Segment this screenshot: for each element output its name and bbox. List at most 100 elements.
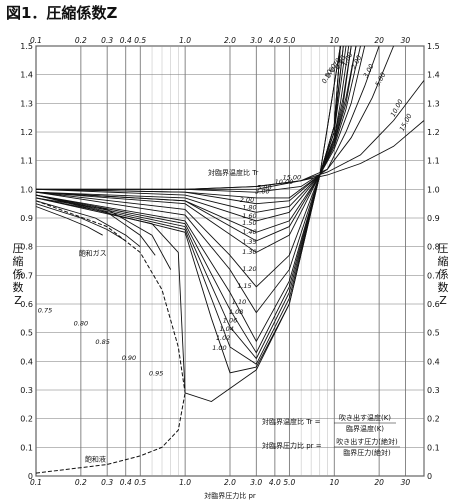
curve-label: 1.10: [232, 298, 246, 306]
curve-label: 2.00: [240, 196, 254, 204]
y-tick-label-right: 1.1: [427, 157, 440, 166]
x-tick-label-bottom: 5.0: [283, 478, 295, 487]
x-tick-label-top: 2.0: [224, 36, 236, 45]
x-tick-label-bottom: 4.0: [269, 478, 281, 487]
y-tick-label-right: 0.2: [427, 415, 440, 424]
y-tick-label-left: 0.9: [20, 214, 33, 223]
x-tick-label-bottom: 0.2: [75, 478, 87, 487]
saturated-gas-label: 飽和ガス: [79, 248, 107, 257]
y-axis-label-right-char: 数: [438, 281, 449, 294]
tr-ratio-label: 対臨界温度比 Tr: [208, 168, 258, 177]
x-tick-label-top: 5.0: [283, 36, 295, 45]
x-axis-label: 対臨界圧力比 pr: [204, 491, 256, 500]
tr-label-mark: 0.95: [149, 370, 163, 378]
x-tick-label-top: 0.1: [30, 36, 42, 45]
pr-definition-label: 対臨界圧力比 pr =: [262, 441, 322, 450]
x-tick-label-top: 10: [329, 36, 339, 45]
y-tick-label-left: 1.3: [20, 99, 33, 108]
curve-label: 1.80: [242, 203, 256, 211]
curve-label: 1.60: [242, 212, 256, 220]
y-tick-label-right: 0.8: [427, 243, 440, 252]
curve-label: 5.00: [257, 183, 271, 191]
x-tick-label-bottom: 0.4: [120, 478, 132, 487]
top-curve-label: 3.00: [362, 63, 376, 80]
series-line-5.00: [36, 45, 395, 190]
series-line-1.60: [35, 45, 357, 213]
x-tick-label-top: 1.0: [179, 36, 191, 45]
y-tick-label-right: 1.4: [427, 71, 440, 80]
y-tick-label-left: 1.2: [20, 128, 33, 137]
series-line-0.90: [35, 197, 156, 256]
curve-label: 1.06: [223, 317, 237, 325]
curve-label: 1.00: [212, 344, 226, 352]
y-tick-label-right: 0.7: [427, 271, 440, 280]
series-line-10.00: [36, 80, 425, 190]
curve-label: 10.00: [275, 178, 294, 186]
series-line-3.00: [36, 45, 380, 193]
top-curve-label: 5.00: [374, 71, 388, 88]
curve-label: 1.04: [219, 325, 233, 333]
y-axis-label-right-char: Z: [439, 294, 447, 307]
x-tick-label-bottom: 10: [329, 478, 339, 487]
curve-label: 1.15: [237, 282, 251, 290]
series-line-1.30: [35, 45, 350, 253]
y-tick-label-left: 0.8: [20, 243, 33, 252]
y-axis-label-right-char: 係: [438, 268, 449, 281]
chart-grid: [35, 45, 425, 477]
series-line-1.35: [35, 45, 352, 242]
pr-definition-numerator: 吹き出す圧力(絶対): [336, 437, 398, 446]
y-tick-label-left: 0.7: [20, 271, 33, 280]
y-axis-label-left-char: 圧: [13, 242, 24, 255]
chart-curves: [35, 45, 425, 474]
y-axis-label-left-char: 数: [13, 281, 24, 294]
x-tick-label-bottom: 20: [374, 478, 384, 487]
curve-label: 1.08: [229, 308, 243, 316]
y-tick-label-right: 1.0: [427, 185, 440, 194]
series-line-0.75: [35, 206, 103, 236]
figure-title: 図1．圧縮係数Z: [6, 4, 118, 22]
tr-definition-denominator: 臨界温度(K): [346, 424, 384, 433]
y-tick-label-left: 0.1: [20, 443, 33, 452]
saturated-liquid-label: 飽和液: [85, 455, 106, 464]
y-tick-label-right: 1.2: [427, 128, 440, 137]
tr-label-mark: 0.75: [38, 307, 52, 315]
curve-label: 1.02: [216, 334, 230, 342]
y-tick-label-left: 0.4: [20, 357, 33, 366]
y-tick-label-left: 0: [28, 472, 33, 481]
x-tick-label-bottom: 30: [401, 478, 411, 487]
y-tick-label-left: 1.0: [20, 185, 33, 194]
y-tick-label-right: 0.3: [427, 386, 440, 395]
series-line-0.85: [35, 200, 141, 248]
series-line-1.40: [35, 45, 352, 233]
series-line-1.50: [35, 45, 357, 222]
y-tick-label-right: 0.1: [427, 443, 440, 452]
x-tick-label-bottom: 0.3: [101, 478, 113, 487]
y-tick-label-right: 1.3: [427, 99, 440, 108]
curve-label: 1.30: [242, 248, 256, 256]
y-tick-label-left: 0.3: [20, 386, 33, 395]
curve-label: 1.35: [242, 238, 256, 246]
series-line-2.00: [35, 45, 366, 199]
y-tick-label-left: 1.4: [20, 71, 33, 80]
x-tick-label-bottom: 0.1: [30, 478, 42, 487]
saturated-gas-line: [35, 200, 186, 393]
curve-label: 1.40: [242, 228, 256, 236]
curve-label: 1.20: [242, 265, 256, 273]
x-tick-label-top: 20: [374, 36, 384, 45]
y-axis-label-left-char: Z: [14, 294, 22, 307]
curve-label: 3.00: [255, 188, 269, 196]
x-tick-label-top: 3.0: [250, 36, 262, 45]
pr-definition-denominator: 臨界圧力(絶対): [343, 448, 391, 457]
series-line-1.00: [35, 45, 341, 402]
y-tick-label-right: 1.5: [427, 42, 440, 51]
y-tick-label-left: 1.1: [20, 157, 33, 166]
y-tick-label-right: 0: [427, 472, 432, 481]
x-tick-label-bottom: 0.5: [134, 478, 146, 487]
tr-label-mark: 0.90: [122, 354, 136, 362]
x-tick-label-top: 0.3: [101, 36, 113, 45]
x-tick-label-top: 0.2: [75, 36, 87, 45]
y-tick-label-right: 0.4: [427, 357, 440, 366]
x-tick-label-top: 30: [401, 36, 411, 45]
x-tick-label-bottom: 2.0: [224, 478, 236, 487]
